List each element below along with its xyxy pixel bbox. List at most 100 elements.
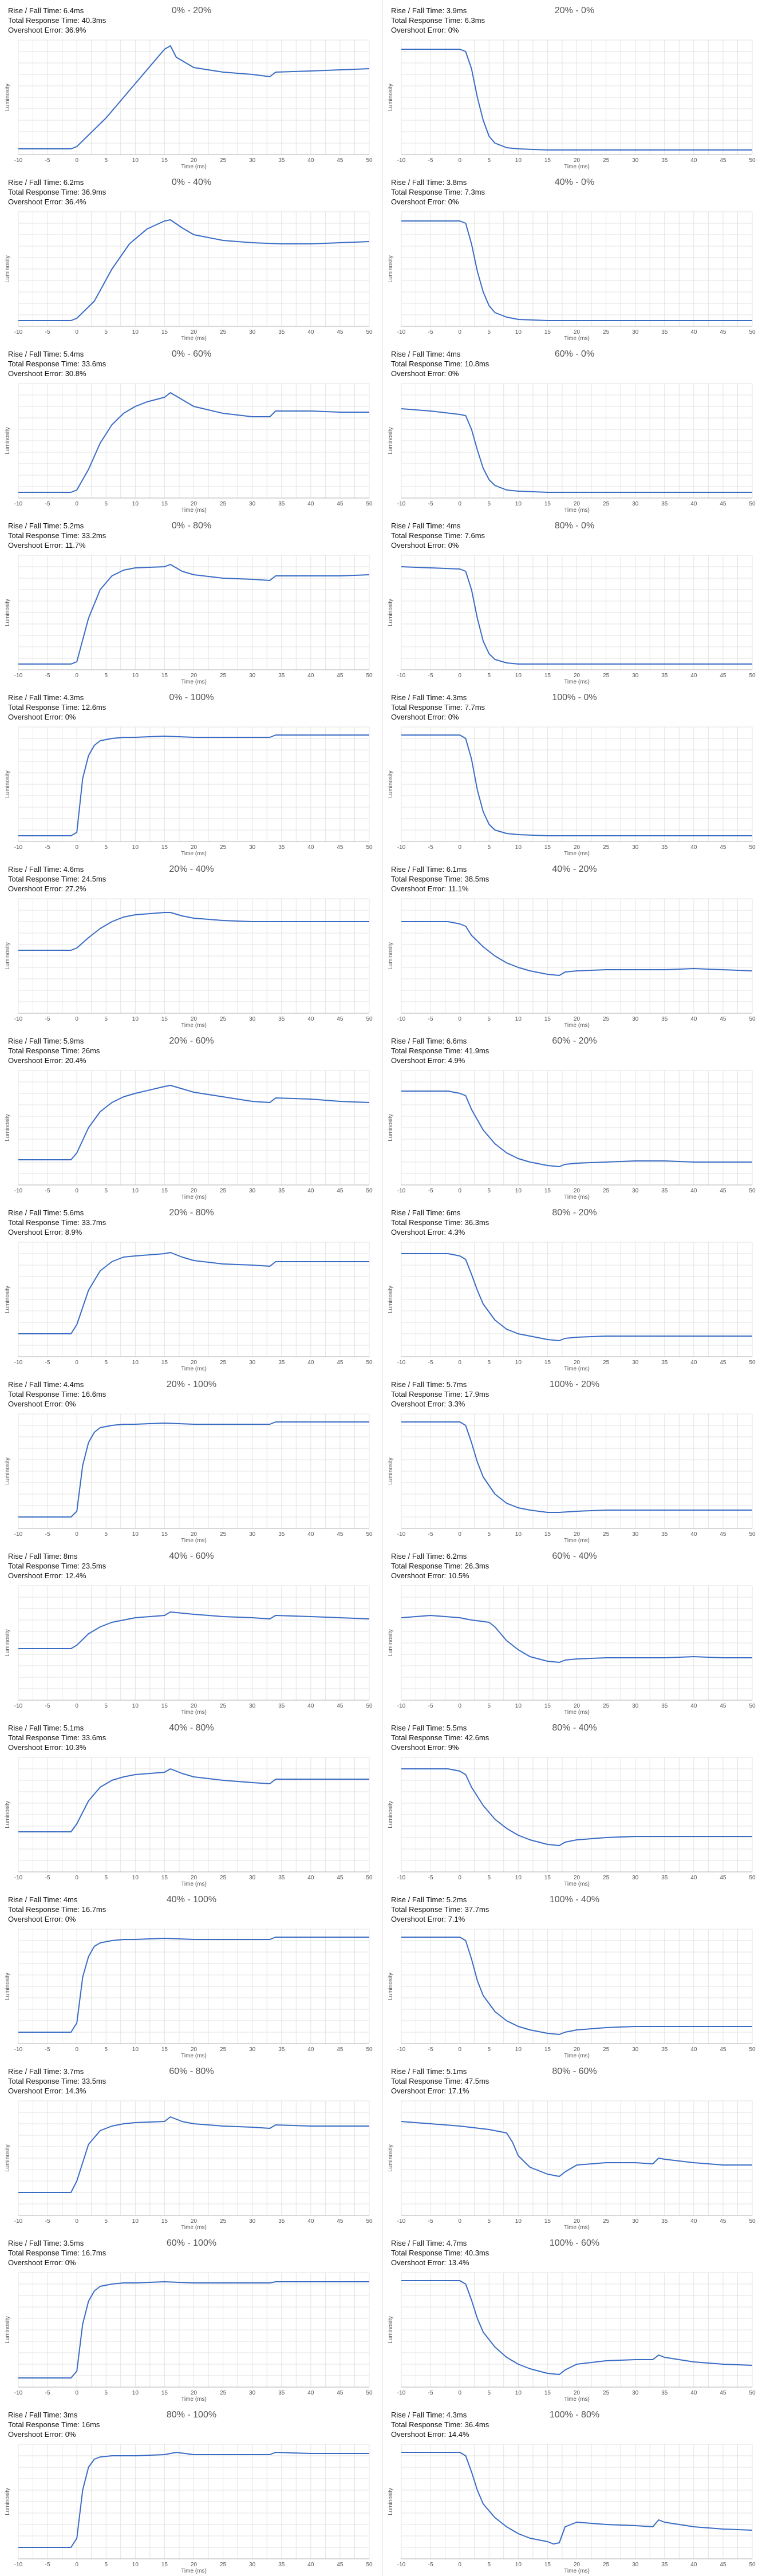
x-tick-label: -5 bbox=[428, 1360, 433, 1366]
response-stats: Rise / Fall Time: 5.2ms Total Response Ti… bbox=[391, 1895, 489, 1924]
overshoot-error: Overshoot Error: 10.5% bbox=[391, 1571, 469, 1580]
x-tick-label: 35 bbox=[278, 1531, 285, 1538]
x-tick-label: 5 bbox=[487, 1703, 491, 1709]
x-tick-label: 25 bbox=[603, 2218, 610, 2225]
x-axis-label: Time (ms) bbox=[181, 1881, 207, 1887]
x-tick-label: 0 bbox=[75, 2562, 78, 2568]
chart-panel: Rise / Fall Time: 5.2ms Total Response Ti… bbox=[383, 1889, 766, 2061]
y-axis-label: Luminosity bbox=[388, 771, 394, 798]
x-tick-label: 25 bbox=[220, 501, 227, 507]
series-line bbox=[18, 1937, 369, 2033]
x-tick-label: 50 bbox=[366, 1703, 373, 1709]
x-tick-label: 45 bbox=[337, 1531, 343, 1538]
x-tick-label: -10 bbox=[397, 1703, 406, 1709]
y-axis-label: Luminosity bbox=[388, 599, 394, 626]
chart-title: 80% - 20% bbox=[552, 1208, 597, 1218]
x-axis-label: Time (ms) bbox=[181, 1022, 207, 1029]
x-tick-label: 35 bbox=[278, 157, 285, 164]
x-tick-label: 20 bbox=[191, 1016, 198, 1022]
overshoot-error: Overshoot Error: 14.3% bbox=[8, 2087, 86, 2095]
line-chart: -10 -5 0 5 10 15 20 25 30 35 40 45 50 Time (ms) Lumino… bbox=[5, 1413, 373, 1544]
x-tick-label: 20 bbox=[574, 1360, 581, 1366]
x-tick-label: -5 bbox=[428, 1531, 433, 1538]
x-tick-label: 15 bbox=[544, 2390, 551, 2396]
x-tick-label: 40 bbox=[307, 157, 314, 164]
x-axis-label: Time (ms) bbox=[564, 164, 590, 170]
x-tick-label: 50 bbox=[749, 1016, 756, 1022]
series-line bbox=[18, 2281, 369, 2379]
x-axis-label: Time (ms) bbox=[181, 679, 207, 685]
line-chart: -10 -5 0 5 10 15 20 25 30 35 40 45 50 Time (ms) Lumino… bbox=[388, 2444, 756, 2574]
x-tick-label: 30 bbox=[249, 2218, 256, 2225]
x-tick-label: 15 bbox=[544, 1016, 551, 1022]
x-tick-label: 15 bbox=[161, 2218, 168, 2225]
x-tick-label: 45 bbox=[720, 2390, 726, 2396]
rise-fall-time: Rise / Fall Time: 4.4ms bbox=[8, 1380, 84, 1389]
overshoot-error: Overshoot Error: 8.9% bbox=[8, 1228, 82, 1236]
series-line bbox=[401, 49, 752, 151]
x-tick-label: 30 bbox=[632, 501, 639, 507]
series-line bbox=[401, 734, 752, 836]
x-tick-label: 0 bbox=[75, 1531, 78, 1538]
x-axis-label: Time (ms) bbox=[564, 2568, 590, 2574]
x-tick-label: 20 bbox=[191, 2046, 198, 2053]
x-tick-label: 45 bbox=[337, 844, 343, 851]
x-tick-label: 40 bbox=[307, 1703, 314, 1709]
x-tick-label: 15 bbox=[544, 2562, 551, 2568]
x-tick-label: 5 bbox=[487, 1360, 491, 1366]
series-line bbox=[18, 1421, 369, 1518]
x-tick-label: 5 bbox=[487, 157, 491, 164]
x-tick-label: 0 bbox=[75, 2218, 78, 2225]
x-tick-label: 50 bbox=[749, 501, 756, 507]
x-tick-label: 45 bbox=[720, 1188, 726, 1194]
x-tick-label: 10 bbox=[132, 157, 139, 164]
x-tick-label: 30 bbox=[632, 1531, 639, 1538]
total-response-time: Total Response Time: 7.7ms bbox=[391, 703, 485, 712]
x-axis-label: Time (ms) bbox=[181, 2053, 207, 2059]
total-response-time: Total Response Time: 10.8ms bbox=[391, 359, 489, 368]
x-tick-label: 45 bbox=[337, 1875, 343, 1881]
overshoot-error: Overshoot Error: 13.4% bbox=[391, 2258, 469, 2267]
x-tick-label: 30 bbox=[632, 1703, 639, 1709]
rise-fall-time: Rise / Fall Time: 6.4ms bbox=[8, 6, 84, 15]
y-axis-label: Luminosity bbox=[5, 84, 11, 111]
total-response-time: Total Response Time: 7.3ms bbox=[391, 188, 485, 196]
x-tick-label: -5 bbox=[428, 2562, 433, 2568]
total-response-time: Total Response Time: 33.6ms bbox=[8, 1733, 106, 1742]
total-response-time: Total Response Time: 33.7ms bbox=[8, 1218, 106, 1227]
line-chart: -10 -5 0 5 10 15 20 25 30 35 40 45 50 Time (ms) Lumino… bbox=[5, 39, 373, 170]
chart-panel: Rise / Fall Time: 4ms Total Response Time… bbox=[383, 515, 766, 687]
series-line bbox=[401, 1615, 752, 1663]
x-axis-label: Time (ms) bbox=[564, 1022, 590, 1029]
x-tick-label: 50 bbox=[749, 157, 756, 164]
x-tick-label: -10 bbox=[14, 844, 23, 851]
total-response-time: Total Response Time: 41.9ms bbox=[391, 1046, 489, 1055]
x-tick-label: 5 bbox=[104, 844, 108, 851]
x-tick-label: 40 bbox=[307, 2390, 314, 2396]
x-tick-label: 35 bbox=[661, 1188, 668, 1194]
y-axis-label: Luminosity bbox=[388, 255, 394, 283]
series-line bbox=[18, 912, 369, 951]
x-tick-label: 25 bbox=[220, 2562, 227, 2568]
x-tick-label: 20 bbox=[191, 1360, 198, 1366]
x-tick-label: 5 bbox=[487, 1875, 491, 1881]
overshoot-error: Overshoot Error: 36.4% bbox=[8, 197, 86, 206]
y-axis-label: Luminosity bbox=[5, 1629, 11, 1657]
x-tick-label: -5 bbox=[45, 1531, 50, 1538]
x-tick-label: 40 bbox=[307, 1360, 314, 1366]
x-tick-label: 5 bbox=[104, 2046, 108, 2053]
x-tick-label: 45 bbox=[337, 2046, 343, 2053]
series-line bbox=[18, 45, 370, 149]
x-tick-label: 15 bbox=[544, 329, 551, 335]
x-tick-label: 40 bbox=[307, 1188, 314, 1194]
chart-title: 80% - 60% bbox=[552, 2067, 597, 2076]
x-tick-label: -10 bbox=[14, 2390, 23, 2396]
x-tick-label: 20 bbox=[191, 1875, 198, 1881]
x-tick-label: -10 bbox=[14, 157, 23, 164]
y-axis-label: Luminosity bbox=[5, 942, 11, 970]
x-tick-label: 15 bbox=[161, 1016, 168, 1022]
x-axis-label: Time (ms) bbox=[564, 2053, 590, 2059]
chart-title: 40% - 80% bbox=[169, 1723, 214, 1733]
x-tick-label: -10 bbox=[14, 2046, 23, 2053]
rise-fall-time: Rise / Fall Time: 3ms bbox=[8, 2411, 78, 2419]
